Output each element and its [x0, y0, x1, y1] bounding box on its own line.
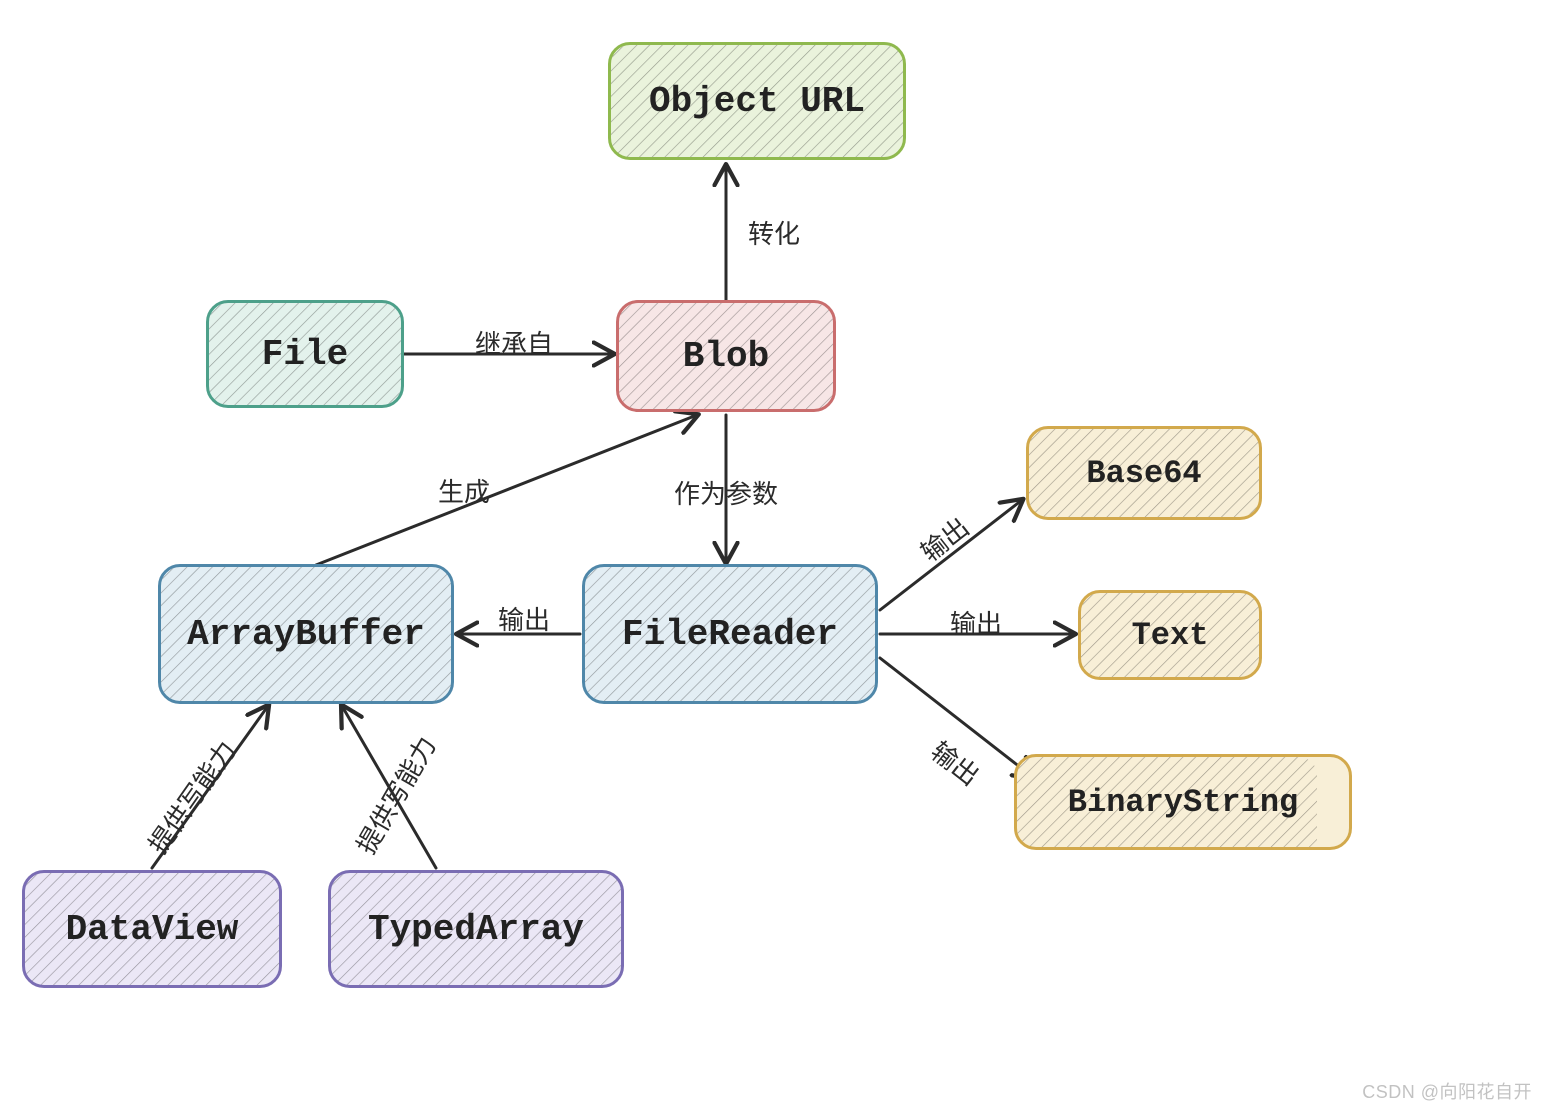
node-blob: Blob: [616, 300, 836, 412]
node-label: BinaryString: [1068, 784, 1298, 821]
node-array-buffer: ArrayBuffer: [158, 564, 454, 704]
edge-label-dataView-arrayBuffer: 提供写能力: [139, 733, 244, 861]
node-file-reader: FileReader: [582, 564, 878, 704]
node-text: Text: [1078, 590, 1262, 680]
node-binary-string: BinaryString: [1014, 754, 1352, 850]
edge-label-fileReader-arrayBuffer: 输出: [498, 600, 550, 637]
node-object-url: Object URL: [608, 42, 906, 160]
node-data-view: DataView: [22, 870, 282, 988]
node-file: File: [206, 300, 404, 408]
edge-label-file-blob: 继承自: [475, 324, 553, 361]
edge-label-blob-fileReader: 作为参数: [674, 474, 778, 511]
node-label: Base64: [1086, 455, 1201, 492]
node-label: File: [262, 334, 348, 375]
edge-label-fileReader-base64: 输出: [912, 508, 976, 569]
node-label: Object URL: [649, 81, 865, 122]
watermark: CSDN @向阳花自开: [1362, 1078, 1532, 1104]
node-label: FileReader: [622, 614, 838, 655]
edge-label-fileReader-binaryStr: 输出: [924, 732, 988, 793]
node-label: Blob: [683, 336, 769, 377]
node-base64: Base64: [1026, 426, 1262, 520]
edge-label-typedArray-arrayBuffer: 提供写能力: [346, 729, 443, 860]
edge-label-arrayBuffer-blob: 生成: [438, 472, 490, 509]
node-label: Text: [1132, 617, 1209, 654]
edge-label-blob-objectUrl: 转化: [748, 214, 800, 251]
node-label: TypedArray: [368, 909, 584, 950]
node-typed-array: TypedArray: [328, 870, 624, 988]
diagram-stage: Object URL File Blob ArrayBuffer FileRea…: [0, 0, 1550, 1114]
node-label: ArrayBuffer: [187, 614, 425, 655]
edge-label-fileReader-text: 输出: [950, 604, 1002, 641]
node-label: DataView: [66, 909, 239, 950]
edge-arrayBuffer-blob: [316, 415, 697, 565]
